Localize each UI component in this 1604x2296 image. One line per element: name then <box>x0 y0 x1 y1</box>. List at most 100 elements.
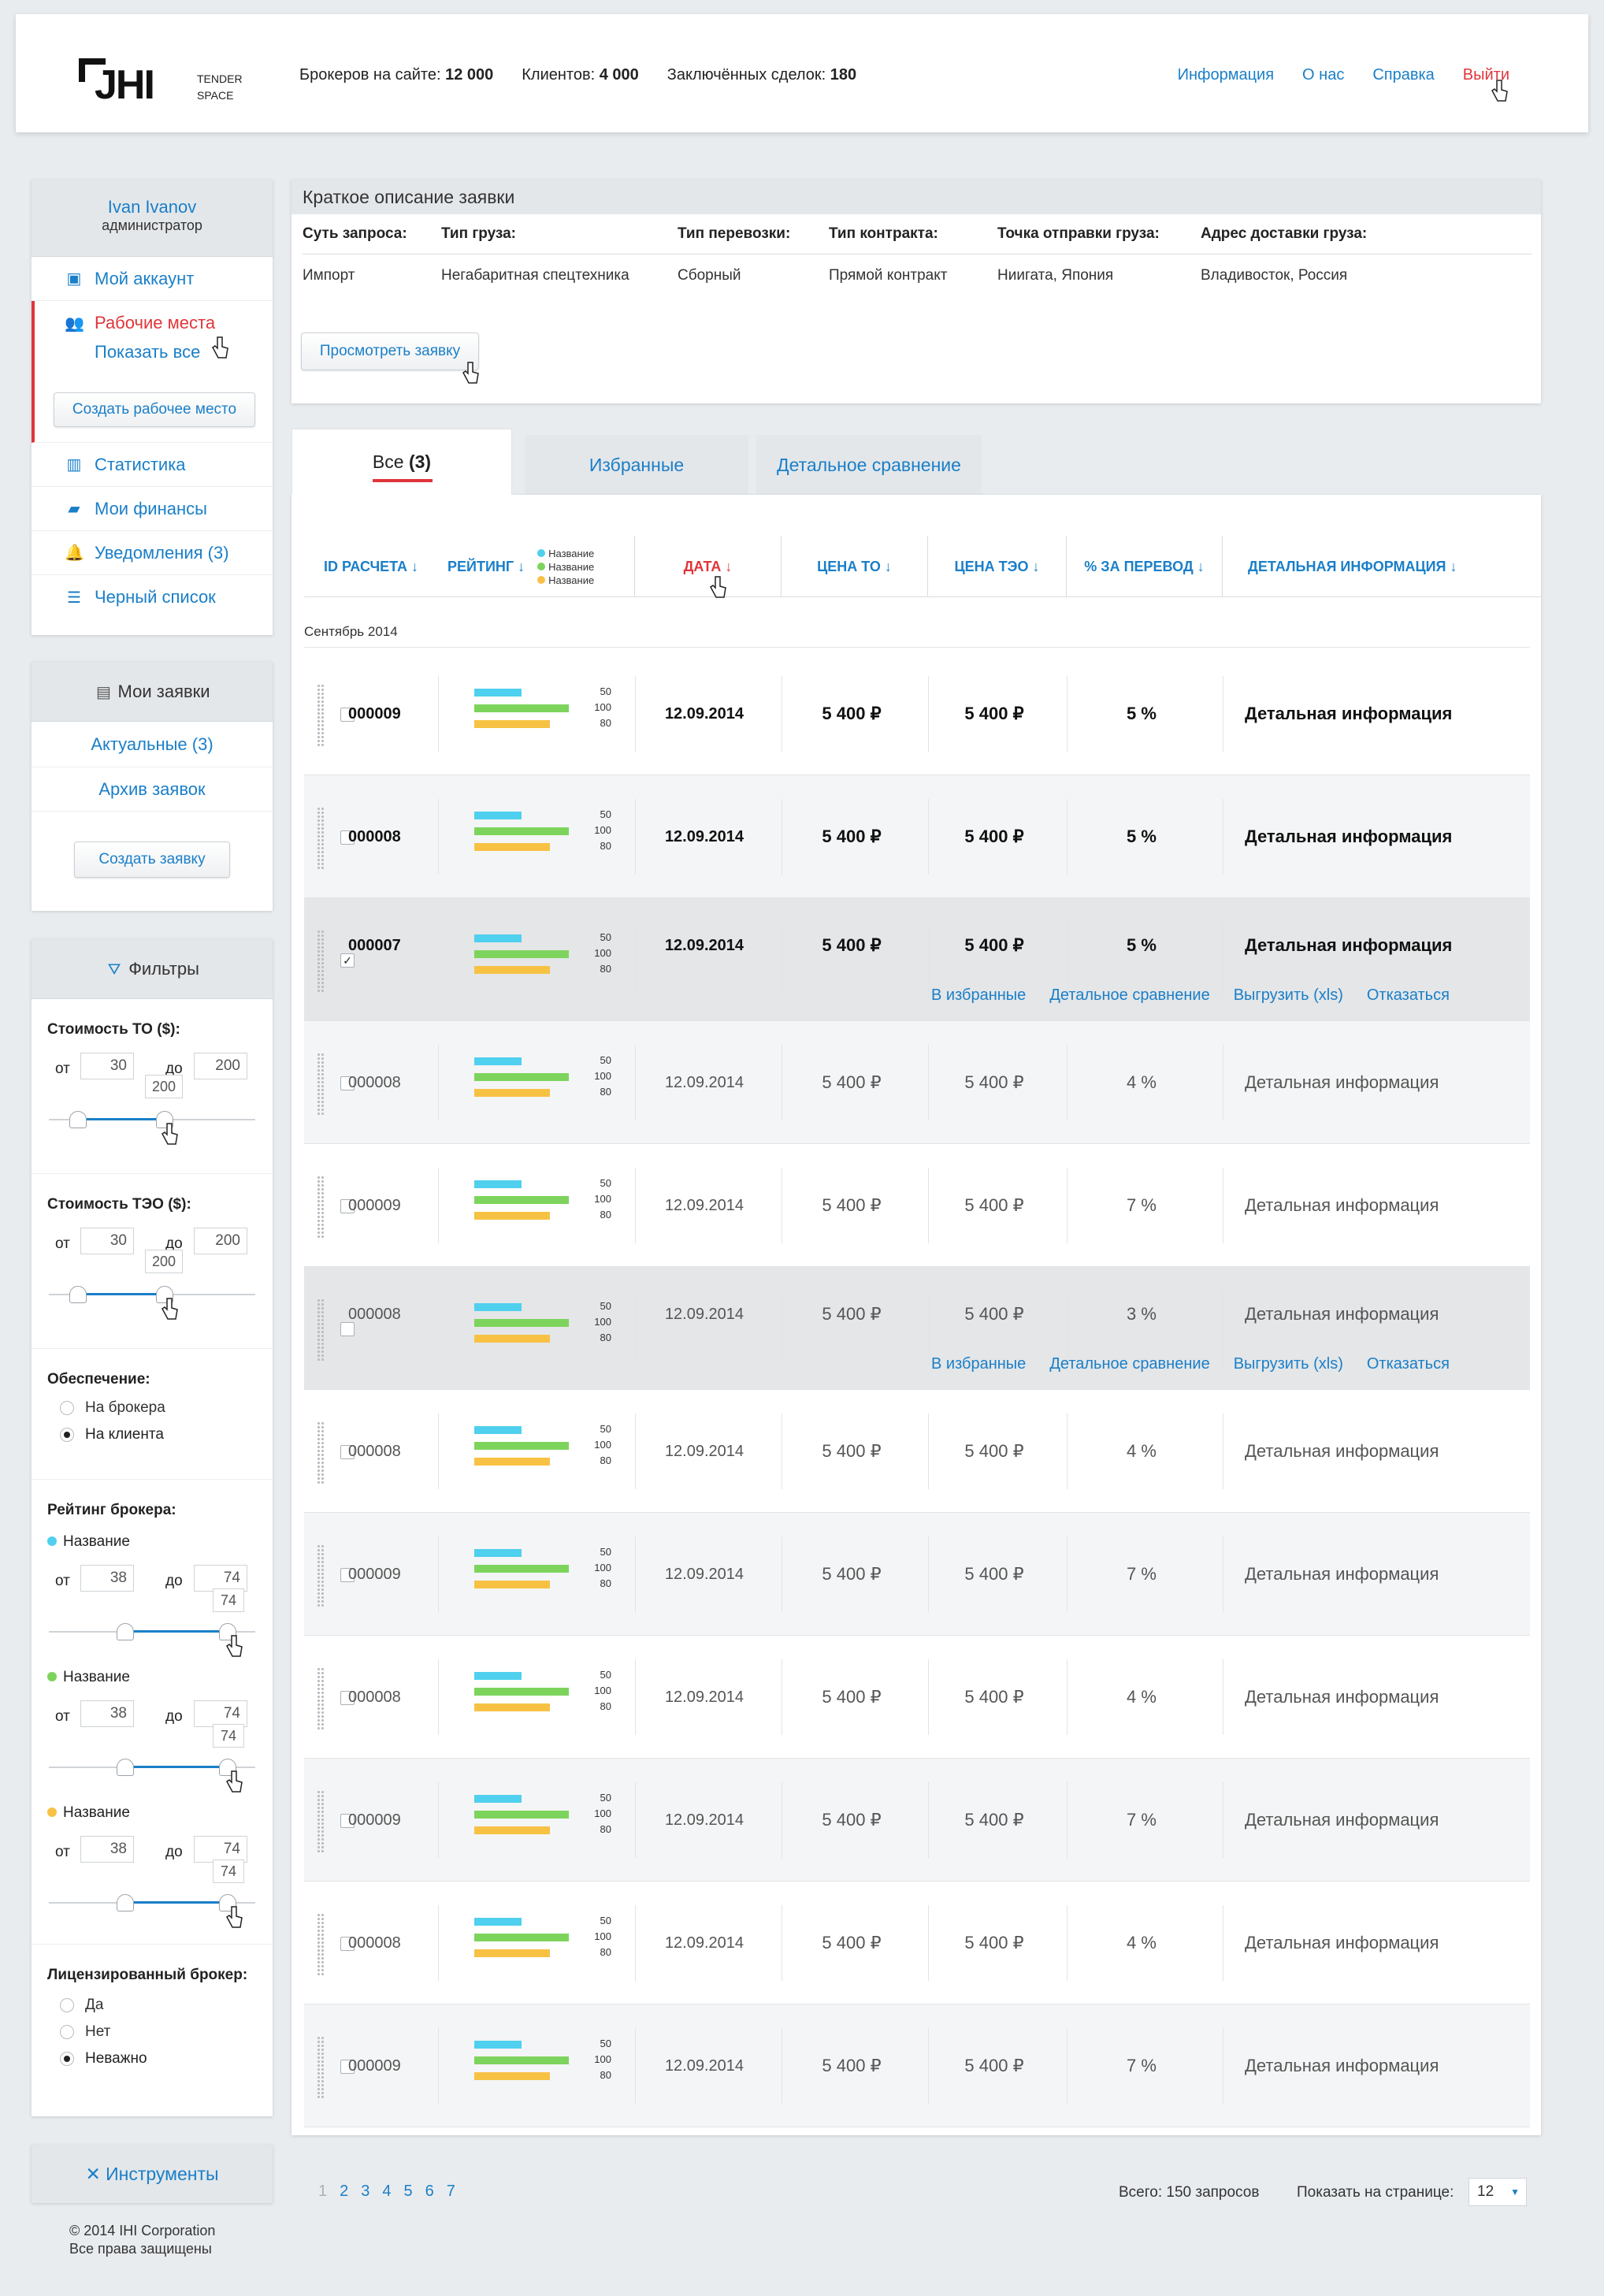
create-workplace-button[interactable]: Создать рабочее место <box>54 392 255 427</box>
logout-link[interactable]: Выйти <box>1462 66 1509 84</box>
show-all-link[interactable]: Показать все <box>95 342 201 362</box>
row-checkbox[interactable]: ✓ <box>340 953 355 968</box>
row-checkbox[interactable] <box>340 1937 355 1951</box>
current-requests-link[interactable]: Актуальные (3) <box>32 722 273 767</box>
page-link[interactable]: 1 <box>318 2183 328 2200</box>
to-cost-to-input[interactable]: 200 <box>194 1053 247 1079</box>
cell-detail[interactable]: Детальная информация <box>1245 1564 1439 1584</box>
col-detail[interactable]: ДЕТАЛЬНАЯ ИНФОРМАЦИЯ ↓ <box>1248 558 1457 574</box>
radio-any[interactable]: Неважно <box>60 2045 273 2072</box>
table-row[interactable]: 50 100 80 000008 12.09.2014 5 400 ₽ 5 400 ₽ 4 %… <box>304 1390 1530 1513</box>
nav-info[interactable]: Информация <box>1177 66 1275 84</box>
col-to-price[interactable]: ЦЕНА ТО ↓ <box>782 536 928 597</box>
row-checkbox[interactable] <box>340 1568 355 1582</box>
cell-detail[interactable]: Детальная информация <box>1245 1687 1439 1707</box>
radio-client[interactable]: На клиента <box>60 1421 273 1448</box>
drag-handle-icon[interactable] <box>317 1298 325 1362</box>
compare-link[interactable]: Детальное сравнение <box>1049 986 1210 1004</box>
workplaces-link[interactable]: 👥 Рабочие места <box>65 313 216 333</box>
drag-handle-icon[interactable] <box>317 2036 325 2099</box>
logo[interactable]: JHI TENDER SPACE <box>79 47 244 110</box>
drag-handle-icon[interactable] <box>317 1544 325 1607</box>
table-row[interactable]: ✓ 50 100 80 000007 12.09.2014 5 400 ₽ 5 400 ₽ 5 … <box>304 898 1530 1021</box>
sidebar-item-statistics[interactable]: ▥ Статистика <box>32 443 273 487</box>
view-request-button[interactable]: Просмотреть заявку <box>301 333 479 370</box>
col-id[interactable]: ID РАСЧЕТА ↓ <box>323 558 419 574</box>
cell-detail[interactable]: Детальная информация <box>1245 1072 1439 1092</box>
compare-link[interactable]: Детальное сравнение <box>1049 1355 1210 1373</box>
nav-about[interactable]: О нас <box>1302 66 1345 84</box>
teo-cost-from-input[interactable]: 30 <box>80 1228 134 1254</box>
rating2-from-input[interactable]: 38 <box>80 1700 134 1727</box>
rating1-to-input[interactable]: 74 <box>194 1565 247 1592</box>
decline-link[interactable]: Отказаться <box>1366 986 1450 1004</box>
drag-handle-icon[interactable] <box>317 930 325 993</box>
col-rating[interactable]: РЕЙТИНГ ↓ Название Название Название <box>438 536 635 597</box>
sidebar-item-finances[interactable]: ▰ Мои финансы <box>32 487 273 531</box>
archive-link[interactable]: Архив заявок <box>32 767 273 812</box>
cell-detail[interactable]: Детальная информация <box>1245 1441 1439 1461</box>
rating3-from-input[interactable]: 38 <box>80 1836 134 1863</box>
table-row[interactable]: 50 100 80 000009 12.09.2014 5 400 ₽ 5 400 ₽ 7 %… <box>304 1144 1530 1267</box>
cell-detail[interactable]: Детальная информация <box>1245 1304 1439 1324</box>
row-checkbox[interactable] <box>340 1814 355 1828</box>
col-date[interactable]: ДАТА ↓ <box>635 536 782 598</box>
slider-min-handle[interactable] <box>117 1759 134 1776</box>
cell-detail[interactable]: Детальная информация <box>1245 1195 1439 1215</box>
tab-compare[interactable]: Детальное сравнение <box>756 435 982 495</box>
table-row[interactable]: 50 100 80 000009 12.09.2014 5 400 ₽ 5 400 ₽ 7 %… <box>304 1513 1530 1636</box>
table-row[interactable]: 50 100 80 000009 12.09.2014 5 400 ₽ 5 400 ₽ 7 %… <box>304 1759 1530 1882</box>
rating3-to-input[interactable]: 74 <box>194 1836 247 1863</box>
table-row[interactable]: 50 100 80 000008 12.09.2014 5 400 ₽ 5 400 ₽ 3 %… <box>304 1267 1530 1390</box>
row-checkbox[interactable] <box>340 2060 355 2074</box>
per-page-select[interactable]: 12 ▼ <box>1468 2178 1527 2206</box>
row-checkbox[interactable] <box>340 1322 355 1336</box>
to-cost-from-input[interactable]: 30 <box>80 1053 134 1079</box>
cell-detail[interactable]: Детальная информация <box>1245 1933 1439 1952</box>
teo-cost-to-input[interactable]: 200 <box>194 1228 247 1254</box>
nav-help[interactable]: Справка <box>1372 66 1435 84</box>
cell-detail[interactable]: Детальная информация <box>1245 2056 1439 2075</box>
sidebar-item-account[interactable]: ▣ Мой аккаунт <box>32 257 273 301</box>
user-name[interactable]: Ivan Ivanov <box>107 197 197 217</box>
tab-favorites[interactable]: Избранные <box>525 435 748 495</box>
row-checkbox[interactable] <box>340 1076 355 1090</box>
slider-min-handle[interactable] <box>69 1111 87 1128</box>
drag-handle-icon[interactable] <box>317 1913 325 1976</box>
tools-button[interactable]: ✕ Инструменты <box>32 2145 273 2203</box>
col-percent[interactable]: % ЗА ПЕРЕВОД ↓ <box>1067 536 1223 597</box>
drag-handle-icon[interactable] <box>317 1053 325 1116</box>
export-xls-link[interactable]: Выгрузить (xls) <box>1233 1355 1343 1373</box>
drag-handle-icon[interactable] <box>317 807 325 870</box>
rating2-to-input[interactable]: 74 <box>194 1700 247 1727</box>
radio-no[interactable]: Нет <box>60 2019 273 2045</box>
page-link[interactable]: 4 <box>382 2183 392 2200</box>
cell-detail[interactable]: Детальная информация <box>1245 935 1453 955</box>
drag-handle-icon[interactable] <box>317 1667 325 1730</box>
row-checkbox[interactable] <box>340 1199 355 1213</box>
page-link[interactable]: 3 <box>361 2183 370 2200</box>
table-row[interactable]: 50 100 80 000008 12.09.2014 5 400 ₽ 5 400 ₽ 4 %… <box>304 1636 1530 1759</box>
row-checkbox[interactable] <box>340 708 355 722</box>
sidebar-item-notifications[interactable]: 🔔 Уведомления (3) <box>32 531 273 575</box>
add-to-favorites-link[interactable]: В избранные <box>931 1355 1027 1373</box>
page-link[interactable]: 5 <box>403 2183 413 2200</box>
table-row[interactable]: 50 100 80 000009 12.09.2014 5 400 ₽ 5 400 ₽ 5 %… <box>304 652 1530 775</box>
drag-handle-icon[interactable] <box>317 1790 325 1853</box>
cell-detail[interactable]: Детальная информация <box>1245 827 1453 846</box>
row-checkbox[interactable] <box>340 830 355 845</box>
slider-min-handle[interactable] <box>117 1623 134 1640</box>
radio-yes[interactable]: Да <box>60 1992 273 2019</box>
add-to-favorites-link[interactable]: В избранные <box>931 986 1027 1004</box>
row-checkbox[interactable] <box>340 1445 355 1459</box>
page-link[interactable]: 6 <box>425 2183 434 2200</box>
export-xls-link[interactable]: Выгрузить (xls) <box>1233 986 1343 1004</box>
create-request-button[interactable]: Создать заявку <box>74 841 230 878</box>
table-row[interactable]: 50 100 80 000008 12.09.2014 5 400 ₽ 5 400 ₽ 5 %… <box>304 775 1530 898</box>
row-checkbox[interactable] <box>340 1691 355 1705</box>
slider-min-handle[interactable] <box>69 1286 87 1303</box>
cell-detail[interactable]: Детальная информация <box>1245 1810 1439 1830</box>
page-link[interactable]: 7 <box>446 2183 455 2200</box>
col-teo-price[interactable]: ЦЕНА ТЭО ↓ <box>928 536 1067 597</box>
table-row[interactable]: 50 100 80 000008 12.09.2014 5 400 ₽ 5 400 ₽ 4 %… <box>304 1021 1530 1144</box>
